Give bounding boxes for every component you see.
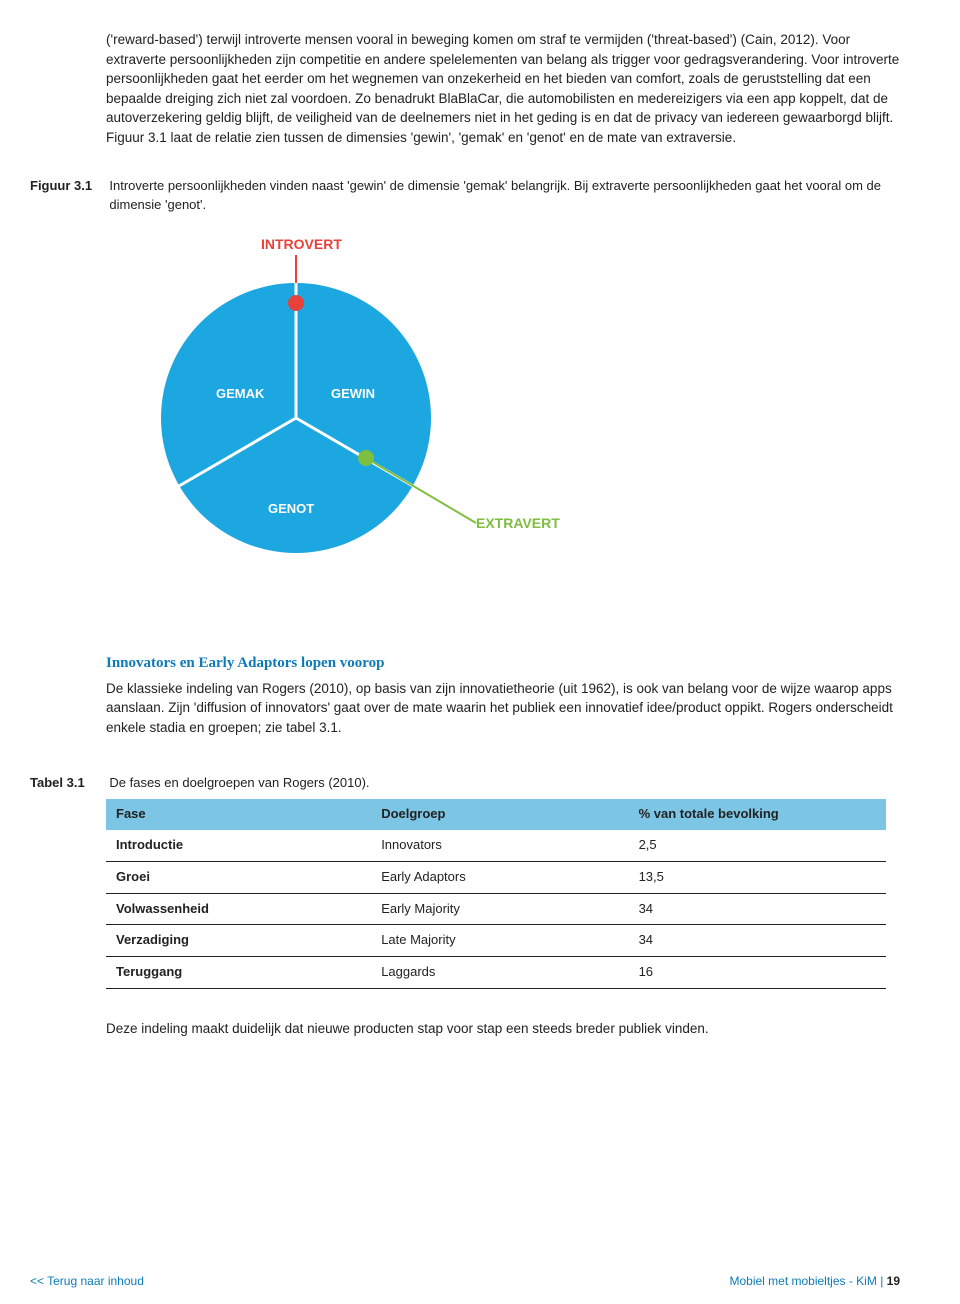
table-caption: De fases en doelgroepen van Rogers (2010… <box>109 774 889 793</box>
label-gewin: GEWIN <box>331 386 375 401</box>
footer-right: Mobiel met mobieltjes - KiM | 19 <box>729 1273 900 1290</box>
section-body: De klassieke indeling van Rogers (2010),… <box>106 679 900 738</box>
footer-doc-title: Mobiel met mobieltjes - KiM <box>729 1274 876 1288</box>
label-genot: GENOT <box>268 501 314 516</box>
table-row: GroeiEarly Adaptors13,5 <box>106 861 886 893</box>
cell-doelgroep: Early Adaptors <box>371 861 628 893</box>
figure-label: Figuur 3.1 <box>30 177 106 196</box>
table-row: TeruggangLaggards16 <box>106 957 886 989</box>
introvert-dot <box>288 295 304 311</box>
cell-fase: Groei <box>106 861 371 893</box>
th-doelgroep: Doelgroep <box>371 799 628 830</box>
cell-pct: 16 <box>629 957 886 989</box>
table-row: VolwassenheidEarly Majority34 <box>106 893 886 925</box>
cell-fase: Volwassenheid <box>106 893 371 925</box>
back-link[interactable]: << Terug naar inhoud <box>30 1274 144 1288</box>
cell-doelgroep: Early Majority <box>371 893 628 925</box>
page-number: 19 <box>887 1274 900 1288</box>
cell-fase: Teruggang <box>106 957 371 989</box>
cell-fase: Verzadiging <box>106 925 371 957</box>
rogers-table: Fase Doelgroep % van totale bevolking In… <box>106 799 900 989</box>
figure-caption: Introverte persoonlijkheden vinden naast… <box>109 177 889 215</box>
cell-fase: Introductie <box>106 830 371 861</box>
page-footer: << Terug naar inhoud Mobiel met mobieltj… <box>30 1273 900 1290</box>
cell-pct: 34 <box>629 893 886 925</box>
extravert-dot <box>358 450 374 466</box>
figure-block: Figuur 3.1 Introverte persoonlijkheden v… <box>30 177 900 215</box>
table-row: VerzadigingLate Majority34 <box>106 925 886 957</box>
table-label: Tabel 3.1 <box>30 774 106 793</box>
closing-paragraph: Deze indeling maakt duidelijk dat nieuwe… <box>106 1019 900 1039</box>
cell-pct: 13,5 <box>629 861 886 893</box>
label-extravert: EXTRAVERT <box>476 515 560 531</box>
label-gemak: GEMAK <box>216 386 265 401</box>
cell-pct: 2,5 <box>629 830 886 861</box>
cell-doelgroep: Late Majority <box>371 925 628 957</box>
th-fase: Fase <box>106 799 371 830</box>
personality-chart: GEMAK GEWIN GENOT INTROVERT EXTRAVERT <box>106 233 606 593</box>
cell-pct: 34 <box>629 925 886 957</box>
table-block: Tabel 3.1 De fases en doelgroepen van Ro… <box>30 774 900 794</box>
section-heading: Innovators en Early Adaptors lopen vooro… <box>106 653 900 675</box>
section-block: Innovators en Early Adaptors lopen vooro… <box>106 653 900 737</box>
intro-paragraph: ('reward-based') terwijl introverte mens… <box>106 30 900 147</box>
cell-doelgroep: Innovators <box>371 830 628 861</box>
cell-doelgroep: Laggards <box>371 957 628 989</box>
table-row: IntroductieInnovators2,5 <box>106 830 886 861</box>
th-pct: % van totale bevolking <box>629 799 886 830</box>
label-introvert: INTROVERT <box>261 236 342 252</box>
